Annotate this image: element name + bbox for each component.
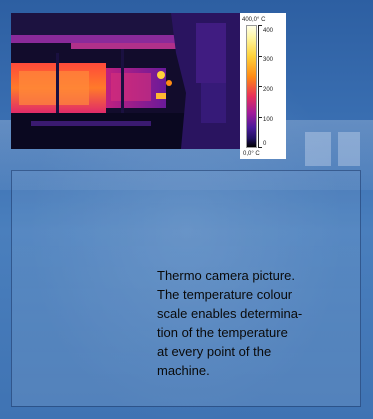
scale-tick bbox=[258, 25, 262, 26]
caption-line: at every point of the bbox=[157, 344, 272, 359]
caption-line: The temperature colour bbox=[157, 287, 293, 302]
thermo-camera-image bbox=[11, 13, 240, 149]
scale-tick-label: 200 bbox=[263, 87, 274, 93]
background-building bbox=[305, 132, 331, 166]
scale-max-label: 400,0° C bbox=[242, 17, 266, 23]
image-caption: Thermo camera picture. The temperature c… bbox=[157, 266, 347, 380]
scale-tick-label: 400 bbox=[263, 28, 274, 34]
caption-line: Thermo camera picture. bbox=[157, 268, 295, 283]
scale-tick-label: 0 bbox=[263, 141, 267, 147]
caption-line: scale enables determina- bbox=[157, 306, 303, 321]
inner-frame bbox=[11, 170, 361, 407]
temperature-colour-scale: 400,0° C 400 300 200 100 0 0,0° C bbox=[240, 13, 286, 159]
scale-tick bbox=[258, 56, 262, 57]
scale-tick bbox=[258, 117, 262, 118]
scale-tick bbox=[258, 147, 262, 148]
scale-tick-label: 300 bbox=[263, 57, 274, 63]
scale-tick-label: 100 bbox=[263, 117, 274, 123]
caption-line: machine. bbox=[157, 363, 210, 378]
thermal-picture-graphic bbox=[11, 13, 240, 149]
scale-min-label: 0,0° C bbox=[243, 151, 260, 157]
scale-tick bbox=[258, 86, 262, 87]
scale-gradient-bar bbox=[246, 25, 257, 148]
caption-line: tion of the temperature bbox=[157, 325, 288, 340]
background-building bbox=[338, 132, 360, 166]
